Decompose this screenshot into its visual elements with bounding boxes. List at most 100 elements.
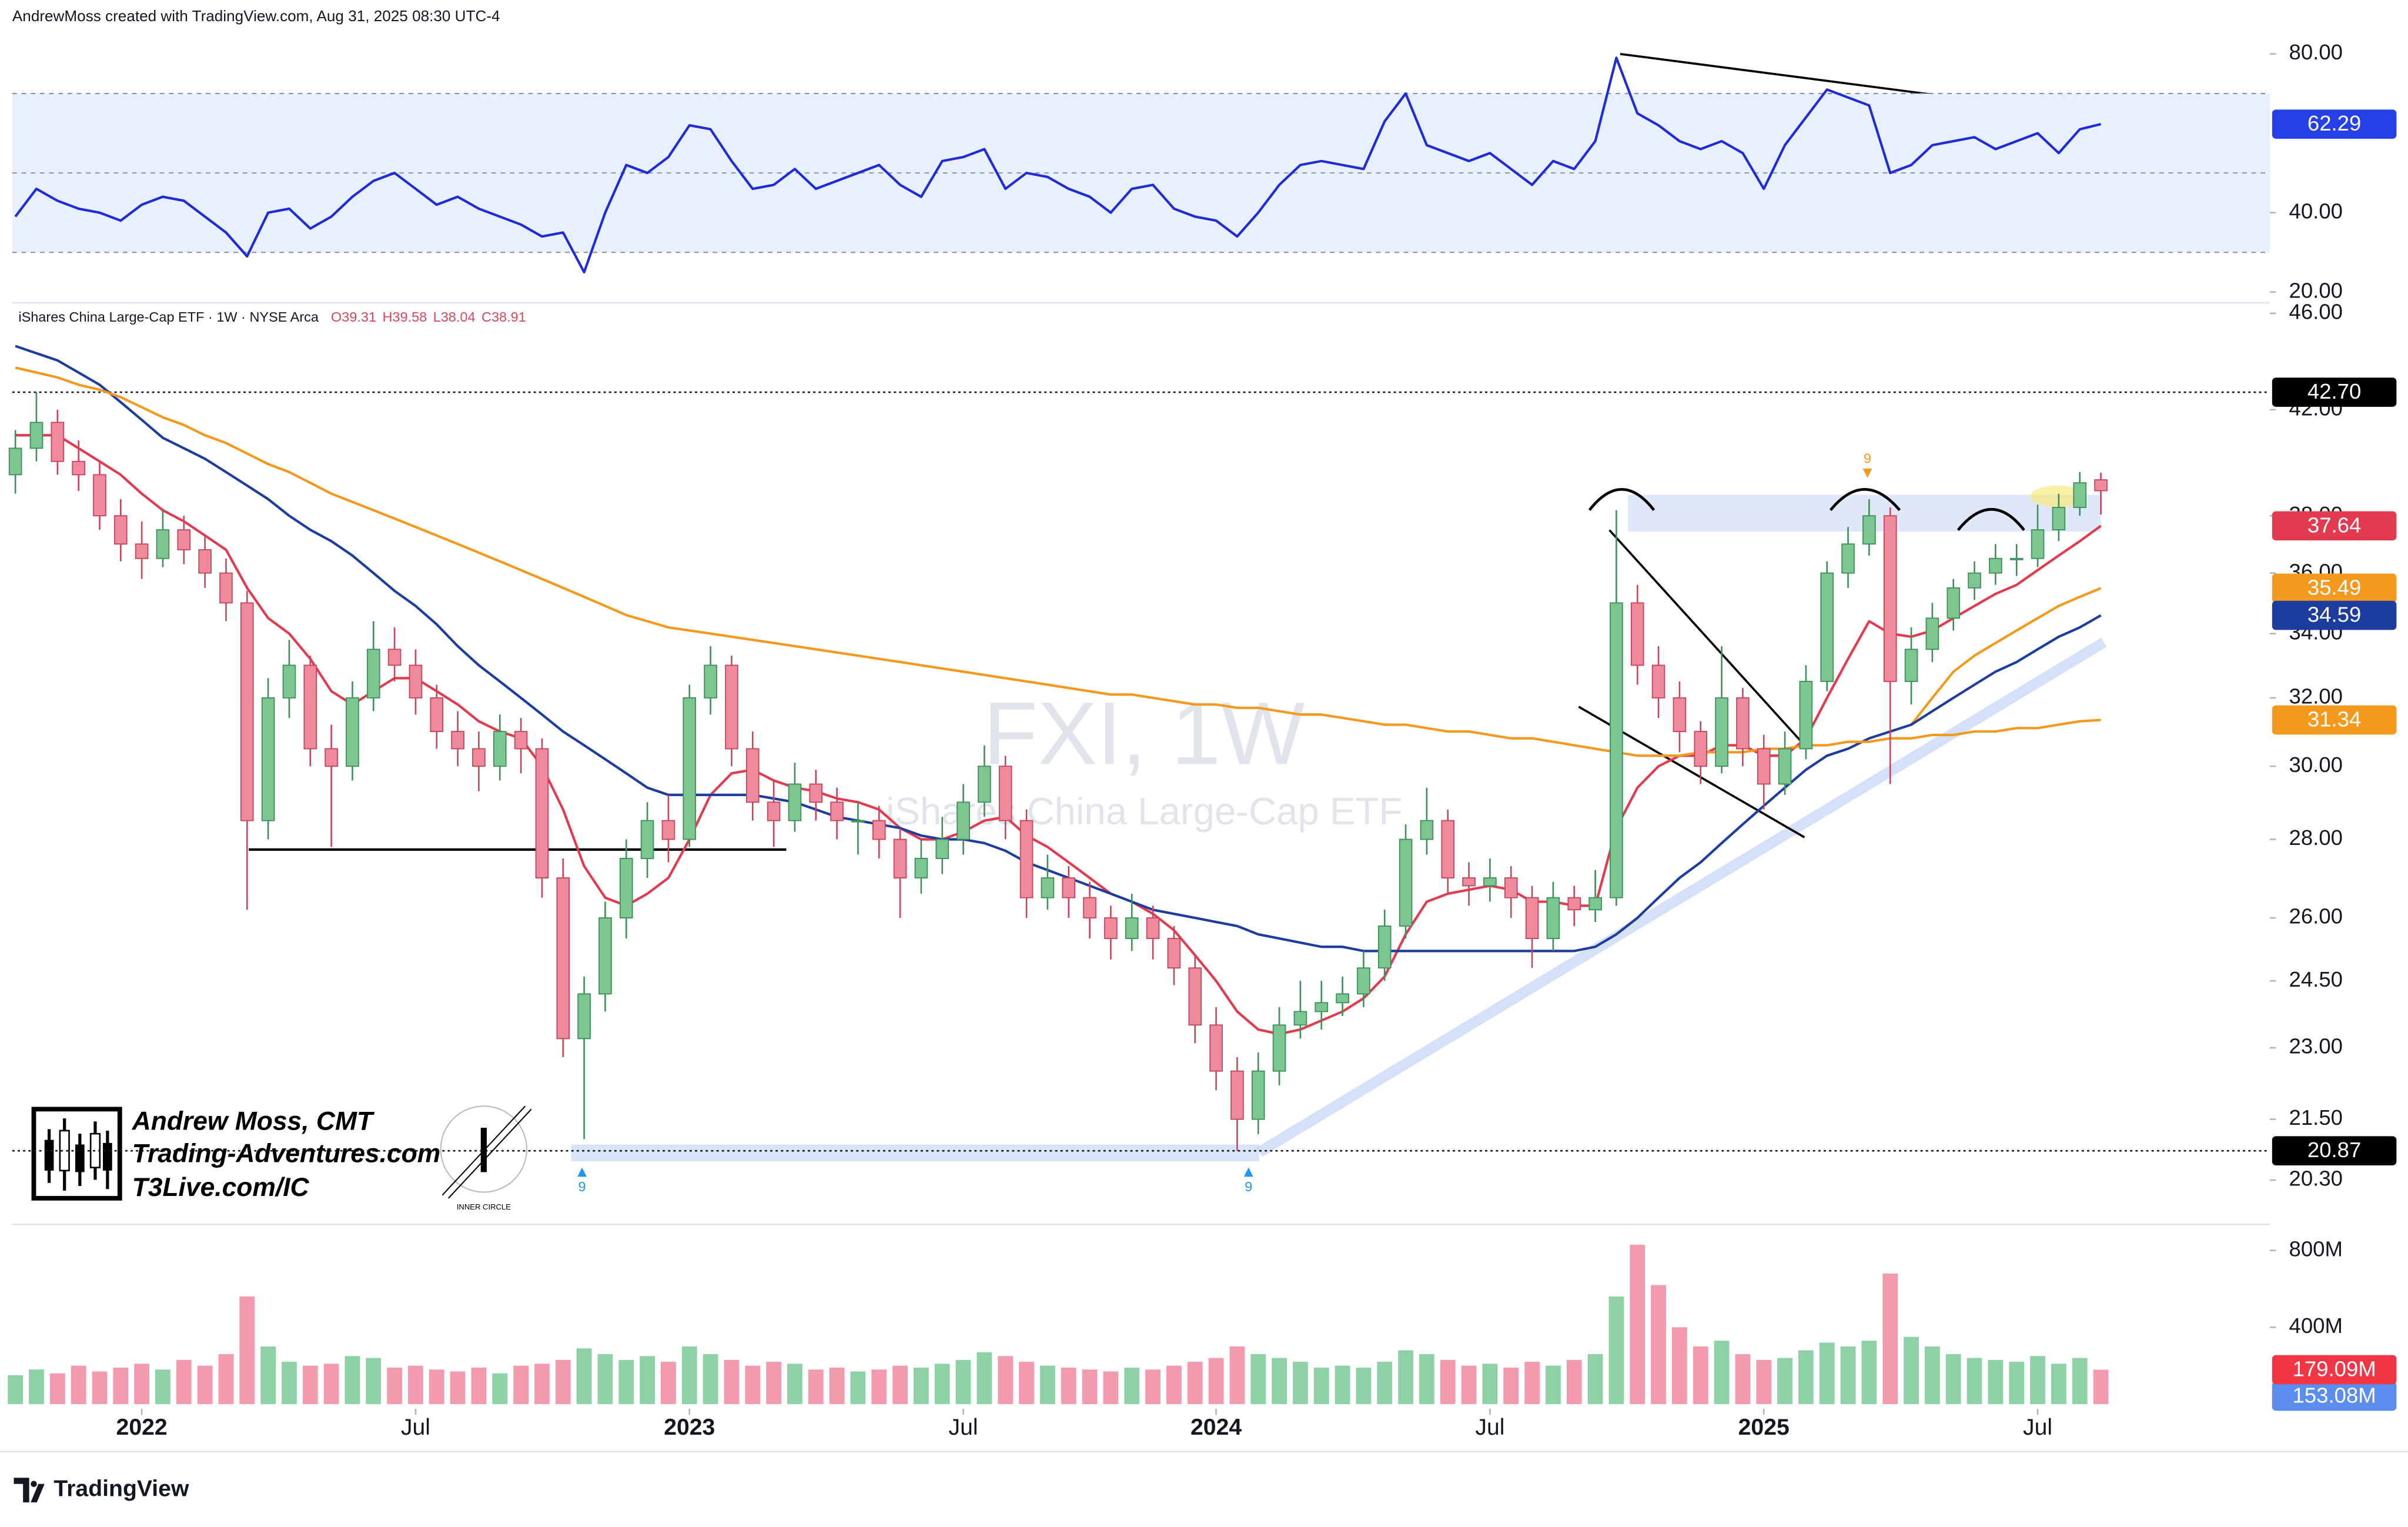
price-badge [2272, 705, 2397, 735]
candle-body [619, 858, 633, 918]
volume-bar [1250, 1354, 1266, 1404]
price-badge-label: 31.34 [2307, 707, 2362, 731]
candle-body [72, 460, 85, 476]
candle-body [156, 529, 170, 559]
price-badge [2272, 600, 2397, 630]
candle-body [1251, 1070, 1265, 1120]
volume-bar [1419, 1354, 1434, 1404]
inner-circle-ring [440, 1105, 528, 1193]
y-tick-label: 20.00 [2289, 278, 2343, 302]
volume-bar [239, 1297, 255, 1404]
volume-bar [1608, 1297, 1624, 1404]
volume-bar [492, 1373, 508, 1404]
candle-body [1293, 1011, 1307, 1026]
candle-body [1968, 572, 1981, 589]
candle-body [282, 664, 296, 699]
volume-bar [1440, 1359, 1456, 1404]
legend-part: O39.31 [331, 309, 376, 325]
volume-bar [1377, 1362, 1393, 1404]
candle-body [661, 820, 675, 840]
candle-body [788, 783, 802, 821]
volume-bar [155, 1369, 170, 1404]
y-tick-label: 23.00 [2289, 1034, 2343, 1058]
volume-bar [429, 1369, 444, 1404]
volume-bar [1019, 1362, 1034, 1404]
volume-bar [745, 1365, 761, 1404]
logo-name: Andrew Moss, CMT [132, 1107, 375, 1136]
volume-bar [892, 1365, 908, 1404]
volume-bar [2072, 1358, 2088, 1404]
candle-body [472, 748, 486, 767]
volume-bar [2030, 1356, 2045, 1404]
candle-body [493, 731, 507, 767]
candle-body [93, 474, 106, 517]
volume-bar [934, 1364, 950, 1404]
volume-bar [1861, 1341, 1877, 1404]
candle-body [1820, 572, 1834, 682]
volume-bar [513, 1365, 529, 1404]
watermark-description: iShares China Large-Cap ETF [886, 790, 1402, 833]
candle-body [2031, 529, 2045, 559]
volume-bar [1398, 1350, 1413, 1404]
price-badge-label: 35.49 [2307, 575, 2362, 599]
y-tick-label: 30.00 [2289, 753, 2343, 777]
volume-bar [1630, 1244, 1646, 1404]
volume-bar [471, 1367, 487, 1404]
candle-body [1041, 877, 1055, 898]
volume-bar [850, 1371, 866, 1404]
arc [1956, 508, 2025, 532]
candle-body [2052, 507, 2066, 530]
y-tick-label: 26.00 [2289, 904, 2343, 928]
candle-body [261, 697, 275, 821]
footer: TradingView [14, 1476, 189, 1503]
candle-body [1336, 993, 1349, 1004]
volume-bar [282, 1362, 297, 1404]
candle-body [1841, 543, 1855, 574]
volume-bar [2051, 1364, 2066, 1404]
volume-bar [1819, 1342, 1835, 1404]
price-badge-label: 34.59 [2307, 603, 2362, 627]
volume-bar [534, 1364, 550, 1404]
brand-icon [14, 1478, 45, 1503]
volume-bar [618, 1359, 634, 1404]
volume-bar [71, 1365, 86, 1404]
candle-body [872, 820, 886, 840]
volume-bar [597, 1354, 613, 1404]
volume-bar [1546, 1365, 1561, 1404]
volume-bar [1082, 1369, 1098, 1404]
x-tick-label: 2022 [116, 1415, 168, 1440]
volume-bar [787, 1364, 802, 1404]
candle-body [177, 529, 191, 550]
volume-bar [1924, 1346, 1940, 1404]
moving-average [15, 345, 2102, 953]
x-tick-label: Jul [2023, 1415, 2052, 1440]
brand-icon [31, 1481, 37, 1487]
candle-body [851, 820, 865, 823]
candle-body [1357, 967, 1370, 995]
candle-body [935, 838, 949, 859]
volume-bar [661, 1362, 676, 1404]
arc [1829, 488, 1901, 512]
volume-bar [555, 1359, 571, 1404]
candle-body [1272, 1024, 1286, 1072]
volume-bar [1651, 1285, 1666, 1404]
candle-body [1146, 917, 1160, 939]
candle-body [1778, 748, 1792, 785]
logo-icon [75, 1144, 85, 1172]
volume-bar [1103, 1371, 1119, 1404]
rsi-line [14, 56, 2102, 274]
volume-bar [724, 1359, 740, 1404]
volume-bar [387, 1367, 403, 1404]
candle-body [2073, 482, 2087, 508]
candle-body [1209, 1024, 1223, 1072]
y-tick-label: 21.50 [2289, 1105, 2343, 1130]
candle-body [1399, 838, 1413, 927]
arc [1588, 488, 1656, 512]
candle-body [1019, 820, 1034, 898]
y-tick-label: 40.00 [2289, 199, 2343, 223]
volume-bar [1966, 1358, 1982, 1404]
logo: Andrew Moss, CMT Trading-Adventures.com … [31, 1105, 532, 1211]
logo-link: T3Live.com/IC [132, 1173, 310, 1202]
volume-bar [914, 1367, 929, 1404]
highlight [2030, 485, 2086, 507]
